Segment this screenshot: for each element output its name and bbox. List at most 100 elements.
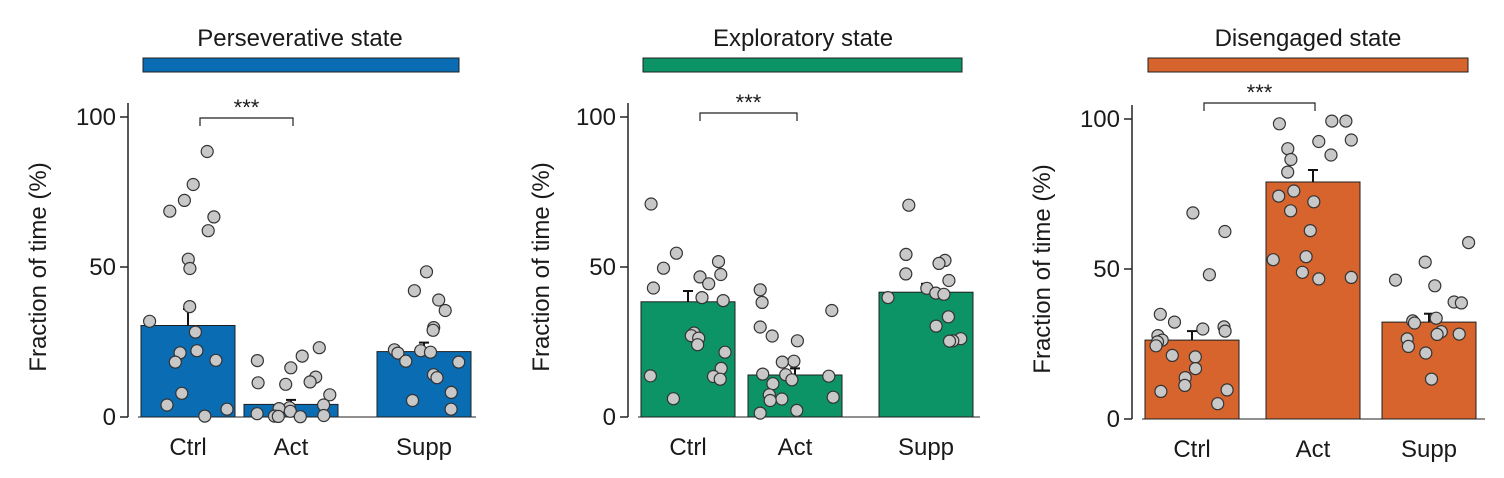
data-point: [1407, 316, 1422, 330]
data-point: [391, 346, 405, 360]
y-axis-label: Fraction of time (%): [25, 162, 52, 371]
category-label-supp: Supp: [1401, 436, 1457, 463]
bracket-line: [199, 117, 294, 126]
data-point: [1344, 270, 1358, 284]
data-point: [1307, 195, 1321, 209]
data-point: [250, 407, 264, 421]
data-point: [942, 273, 956, 288]
data-point: [790, 403, 804, 417]
data-point: [432, 293, 446, 307]
data-point: [1218, 324, 1232, 338]
data-point: [1452, 327, 1466, 341]
data-point: [295, 349, 309, 363]
data-point: [1284, 152, 1298, 167]
y-tick-label: 0: [1107, 406, 1120, 433]
data-point: [220, 402, 234, 416]
data-point: [1154, 384, 1168, 398]
data-point: [1287, 184, 1301, 198]
data-point: [899, 247, 913, 261]
data-point: [711, 255, 726, 269]
data-point: [1149, 339, 1163, 353]
y-axis: 0 50 100: [576, 103, 980, 431]
data-point: [693, 270, 707, 284]
data-point: [188, 325, 202, 339]
data-point: [303, 375, 317, 389]
data-point: [279, 377, 293, 391]
bracket-line: [1203, 102, 1316, 111]
bar-supp: [878, 291, 974, 418]
data-point: [942, 334, 957, 348]
data-point: [765, 329, 779, 343]
data-points: [143, 144, 466, 424]
data-point: [825, 303, 839, 318]
data-point: [198, 409, 212, 423]
data-point: [1188, 362, 1203, 376]
data-point: [317, 408, 331, 423]
data-point: [644, 197, 658, 211]
category-label-act: Act: [1296, 436, 1331, 463]
data-point: [1325, 114, 1339, 128]
category-label-ctrl: Ctrl: [1173, 436, 1210, 463]
data-point: [250, 354, 264, 368]
y-tick-label: 50: [589, 254, 616, 281]
data-point: [756, 367, 770, 381]
panel-title: Disengaged state: [1215, 25, 1402, 52]
data-point: [284, 361, 298, 375]
x-axis-categories: Ctrl Act Supp: [669, 434, 954, 461]
data-point: [941, 310, 956, 324]
data-point: [656, 261, 671, 275]
panel-perseverative: Perseverative state Fraction of time (%)…: [25, 25, 476, 461]
data-point: [312, 341, 326, 355]
bars: [140, 308, 472, 418]
data-point: [271, 409, 285, 423]
data-point: [407, 284, 421, 298]
data-point: [200, 144, 214, 159]
data-point: [790, 334, 805, 348]
data-point: [1202, 268, 1217, 282]
data-point: [932, 256, 946, 270]
data-point: [1428, 279, 1442, 293]
data-point: [323, 388, 337, 402]
data-point: [1220, 383, 1234, 397]
y-tick-label: 100: [1080, 106, 1120, 133]
data-point: [405, 393, 420, 408]
data-point: [1339, 114, 1353, 128]
data-point: [419, 265, 434, 279]
data-point: [1186, 206, 1200, 220]
data-points: [1149, 114, 1476, 411]
data-point: [695, 291, 709, 305]
significance-label: ***: [1247, 80, 1273, 105]
data-point: [430, 371, 444, 385]
y-tick-label: 0: [103, 404, 116, 431]
data-point: [426, 323, 440, 337]
significance-bracket: ***: [699, 90, 798, 121]
data-point: [753, 406, 767, 420]
data-point: [209, 353, 223, 367]
data-point: [785, 373, 799, 387]
data-point: [716, 294, 730, 308]
data-point: [423, 345, 438, 359]
data-point: [183, 300, 197, 314]
data-point: [190, 344, 204, 358]
data-point: [1211, 397, 1225, 411]
category-label-ctrl: Ctrl: [169, 434, 206, 461]
data-point: [1429, 311, 1443, 325]
data-point: [669, 246, 684, 260]
data-point: [1218, 224, 1232, 239]
data-point: [177, 193, 191, 207]
data-point: [753, 283, 767, 297]
x-axis-categories: Ctrl Act Supp: [169, 434, 452, 461]
data-point: [643, 369, 658, 383]
category-label-ctrl: Ctrl: [669, 434, 706, 461]
y-tick-label: 0: [603, 404, 616, 431]
data-point: [1419, 346, 1433, 360]
data-point: [175, 386, 189, 400]
panel-disengaged: Disengaged state Fraction of time (%) 0 5…: [1029, 25, 1485, 463]
data-point: [163, 204, 177, 218]
data-point: [293, 410, 307, 424]
data-point: [1461, 236, 1476, 250]
x-axis-categories: Ctrl Act Supp: [1173, 436, 1457, 463]
data-point: [1430, 327, 1444, 341]
data-point: [775, 392, 789, 406]
category-label-supp: Supp: [396, 434, 452, 461]
